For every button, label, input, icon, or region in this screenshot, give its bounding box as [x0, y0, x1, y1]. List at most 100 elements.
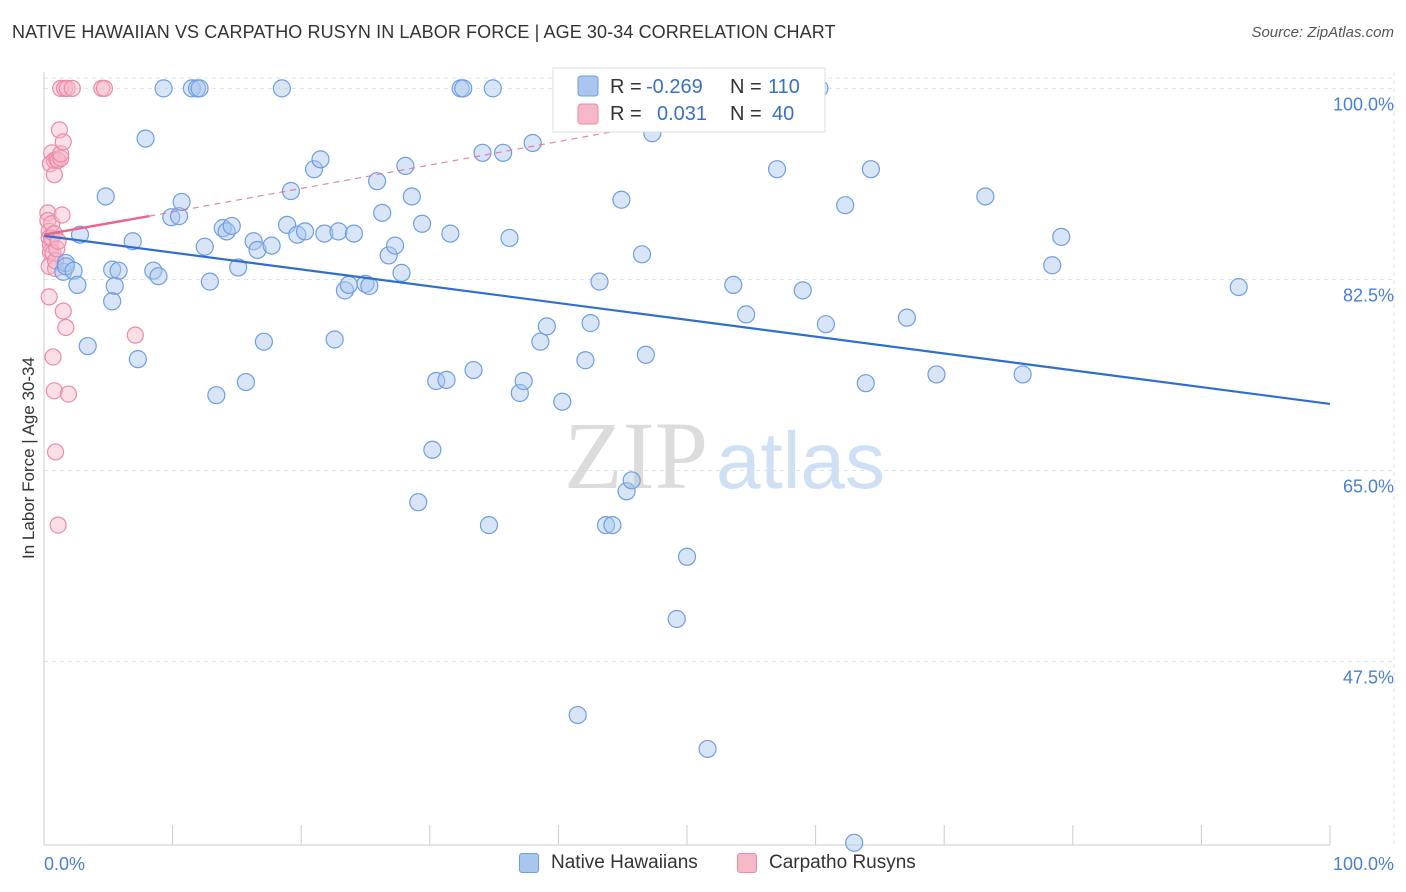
native-hawaiian-point: [229, 258, 248, 277]
native-hawaiian-point: [667, 609, 686, 629]
native-hawaiian-point: [392, 263, 411, 282]
native-hawaiian-point: [128, 350, 147, 369]
native-hawaiian-point: [603, 516, 622, 535]
native-hawaiian-point: [494, 143, 513, 162]
native-hawaiian-point: [162, 208, 181, 227]
y-tick-label-1: 65.0%: [1343, 477, 1394, 497]
native-hawaiian-point: [861, 160, 880, 179]
native-hawaiian-point: [976, 187, 995, 206]
native-hawaiian-point: [105, 276, 124, 296]
native-hawaiian-point: [500, 228, 519, 248]
native-hawaiian-point: [254, 332, 274, 351]
source-credit: Source: ZipAtlas.com: [1251, 24, 1394, 41]
stats-r-label-2: R =: [610, 103, 642, 125]
native-hawaiians-points: [54, 79, 1248, 852]
legend-swatch-blue: [519, 853, 539, 873]
carpatho-rusyn-point: [54, 302, 72, 320]
native-hawaiian-point: [295, 222, 315, 241]
native-hawaiian-point: [737, 305, 756, 324]
native-hawaiian-point: [217, 222, 236, 241]
native-hawaiian-point: [568, 705, 587, 725]
carpatho-rusyn-point: [49, 516, 67, 534]
legend-item-native-hawaiians[interactable]: Native Hawaiians: [519, 852, 698, 874]
native-hawaiian-point: [724, 275, 743, 295]
native-hawaiian-point: [402, 187, 421, 206]
legend-item-carpatho-rusyns[interactable]: Carpatho Rusyns: [737, 852, 916, 874]
native-hawaiian-point: [473, 143, 492, 162]
native-hawaiian-point: [396, 156, 415, 175]
watermark-atlas: atlas: [716, 416, 885, 505]
native-hawaiian-point: [315, 224, 334, 243]
y-tick-label-3: 100.0%: [1333, 94, 1394, 114]
native-hawaiian-point: [103, 292, 122, 311]
native-hawaiian-point: [927, 365, 946, 384]
native-hawaiian-point: [537, 317, 556, 336]
stats-n-value-2: 40: [772, 103, 794, 125]
carpatho-rusyn-point: [46, 443, 65, 461]
carpatho-rusyn-point: [54, 133, 72, 151]
native-hawaiians-trend-line: [43, 234, 1331, 406]
native-hawaiian-point: [385, 236, 405, 255]
carpatho-rusyn-point: [44, 348, 62, 366]
native-hawaiian-point: [523, 133, 542, 153]
y-axis-label: In Labor Force | Age 30-34: [19, 357, 38, 559]
y-tick-labels: 47.5% 65.0% 82.5% 100.0%: [1333, 94, 1394, 687]
native-hawaiian-point: [109, 261, 128, 280]
native-hawaiian-point: [617, 482, 636, 501]
native-hawaiian-point: [182, 79, 201, 98]
native-hawaiian-point: [677, 547, 697, 566]
native-hawaiian-point: [149, 267, 168, 286]
native-hawaiian-point: [590, 272, 609, 291]
native-hawaiian-point: [325, 330, 344, 349]
native-hawaiian-point: [437, 370, 456, 389]
native-hawaiian-point: [262, 236, 281, 255]
native-hawaiian-point: [845, 833, 864, 852]
x-tick-label-max: 100.0%: [1333, 854, 1394, 874]
stats-legend: R = -0.269 N = 110 R = 0.031 N = 40: [552, 67, 826, 133]
native-hawaiian-point: [136, 129, 155, 148]
carpatho-rusyn-point: [52, 149, 70, 167]
native-hawaiian-point: [64, 261, 83, 280]
native-hawaiian-point: [222, 216, 241, 236]
native-hawaiian-point: [154, 79, 173, 98]
native-hawaiian-point: [1043, 256, 1062, 275]
native-hawaiian-point: [248, 240, 267, 260]
carpatho-rusyn-point: [57, 318, 75, 337]
carpatho-rusyns-points: [39, 79, 144, 534]
carpatho-rusyn-point: [95, 79, 114, 97]
native-hawaiian-point: [123, 232, 142, 251]
carpatho-rusyn-point: [53, 206, 71, 224]
native-hawaiian-point: [622, 471, 641, 490]
carpatho-rusyn-point: [58, 79, 76, 97]
native-hawaiian-point: [190, 79, 209, 98]
native-hawaiian-point: [144, 261, 163, 280]
native-hawaiian-point: [329, 222, 348, 241]
native-hawaiian-point: [514, 371, 533, 391]
stats-n-label-2: N =: [730, 103, 762, 125]
native-hawaiian-point: [423, 440, 442, 459]
native-hawaiian-point: [344, 224, 364, 243]
native-hawaiian-point: [78, 336, 97, 356]
native-hawaiian-point: [195, 237, 214, 256]
native-hawaiian-point: [236, 372, 256, 392]
native-hawaiian-point: [856, 374, 875, 393]
legend-label-native-hawaiians: Native Hawaiians: [551, 852, 698, 873]
native-hawaiian-point: [1013, 365, 1032, 384]
native-hawaiian-point: [207, 386, 226, 405]
carpatho-rusyn-point: [59, 385, 78, 403]
trend-lines: [43, 129, 1331, 406]
native-hawaiian-point: [244, 232, 263, 251]
carpatho-rusyn-point: [45, 166, 63, 184]
carpatho-rusyns-trend-line: [43, 214, 150, 236]
native-hawaiian-point: [339, 275, 358, 295]
native-hawaiian-point: [612, 190, 631, 209]
native-hawaiian-point: [281, 181, 301, 201]
native-hawaiian-point: [304, 160, 324, 179]
native-hawaiian-point: [1052, 227, 1071, 246]
native-hawaiian-point: [68, 275, 87, 295]
native-hawaiian-point: [483, 79, 502, 98]
carpatho-rusyn-point: [49, 232, 67, 250]
native-hawaiian-point: [272, 79, 292, 98]
stats-n-label-1: N =: [730, 76, 762, 98]
